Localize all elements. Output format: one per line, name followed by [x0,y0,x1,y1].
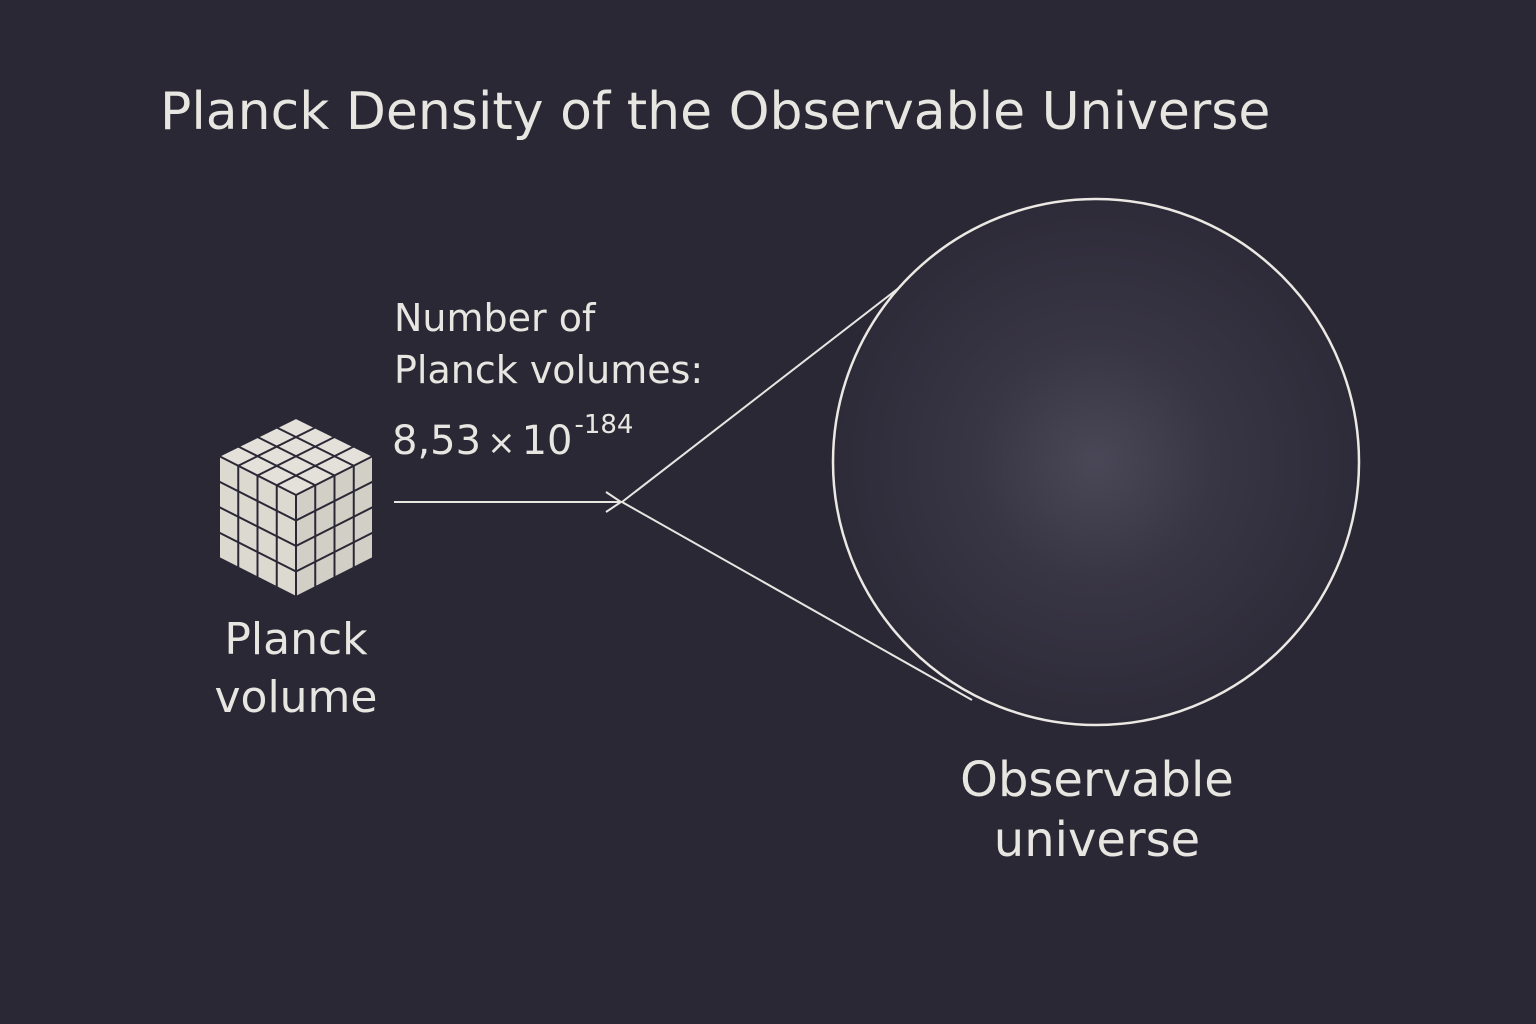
planck-cube-icon [218,416,374,599]
count-base: 10 [521,418,573,464]
cube-outline [218,416,374,599]
count-value: 8,53 × 10-184 [392,410,633,464]
cone-lower-line [621,501,973,701]
cube-grid-line [295,531,374,573]
count-mantissa: 8,53 [392,418,482,464]
count-label-line2: Planck volumes: [394,348,704,392]
cube-grid-line [237,445,316,487]
cube-grid-lines [218,426,374,597]
arrow-head [605,491,623,513]
cube-grid-line [218,455,297,496]
planck-volume-label-line1: Planck [224,614,368,665]
count-exponent: -184 [574,410,634,440]
cube-grid-line [218,506,297,547]
cube-grid-line [276,445,355,487]
observable-universe-circle [831,197,1361,727]
universe-label-line1: Observable [960,752,1234,808]
arrow-icon [394,491,623,513]
times-sign: × [487,423,516,463]
count-label-line1: Number of [394,296,596,340]
universe-label-line2: universe [993,812,1201,868]
cube-grid-line [218,531,297,573]
cube-grid-line [257,436,335,477]
cube-grid-line [295,455,374,496]
planck-volume-label-line2: volume [214,672,378,723]
cone-upper-line [621,286,901,503]
page-title: Planck Density of the Observable Univers… [160,82,1271,142]
cube-grid-line [295,506,374,547]
